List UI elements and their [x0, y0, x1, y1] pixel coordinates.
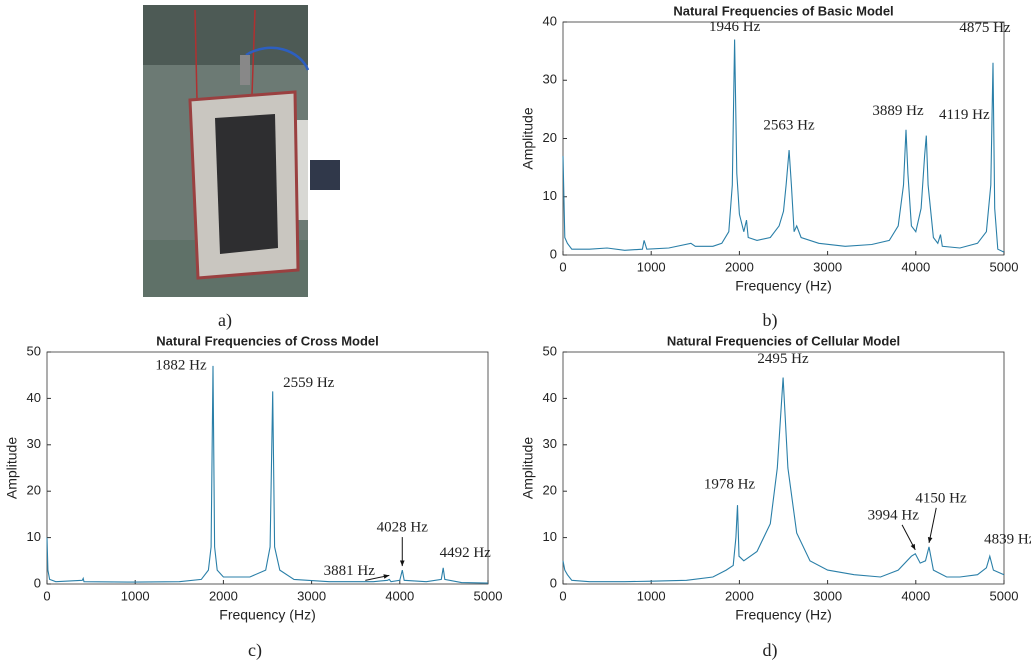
- panel-label: d): [763, 640, 778, 661]
- y-axis-label: Amplitude: [4, 437, 20, 499]
- panel-label: a): [218, 310, 232, 331]
- chart-title: Natural Frequencies of Cellular Model: [667, 333, 900, 348]
- y-tick-label: 0: [34, 575, 41, 590]
- spectrum-line: [562, 377, 1005, 583]
- chart-title: Natural Frequencies of Cross Model: [156, 333, 379, 348]
- peak-label: 4492 Hz: [440, 545, 492, 561]
- x-tick-label: 1000: [637, 588, 666, 603]
- y-axis-label: Amplitude: [520, 437, 536, 499]
- y-tick-label: 0: [550, 246, 557, 261]
- panel-label: c): [248, 640, 262, 661]
- plot-area: [562, 21, 1005, 256]
- y-tick-label: 10: [27, 529, 41, 544]
- x-tick-label: 5000: [990, 259, 1019, 274]
- peak-label: 1882 Hz: [155, 357, 207, 373]
- y-tick-label: 30: [27, 436, 41, 451]
- y-tick-label: 20: [543, 130, 557, 145]
- x-tick-label: 5000: [990, 588, 1019, 603]
- y-tick-label: 40: [543, 13, 557, 28]
- arrow-head: [383, 574, 390, 579]
- y-tick-label: 20: [27, 483, 41, 498]
- y-tick-label: 0: [550, 575, 557, 590]
- arrow-head: [910, 543, 916, 550]
- y-axis-label: Amplitude: [520, 107, 536, 169]
- y-tick-label: 10: [543, 188, 557, 203]
- x-axis-label: Frequency (Hz): [735, 607, 831, 623]
- arrow-head: [927, 536, 933, 543]
- y-tick-label: 40: [543, 390, 557, 405]
- peak-label: 4839 Hz: [984, 532, 1031, 548]
- x-tick-label: 5000: [474, 588, 503, 603]
- peak-label: 2563 Hz: [763, 118, 815, 134]
- x-tick-label: 0: [559, 259, 566, 274]
- plot-area: [46, 351, 489, 585]
- x-tick-label: 2000: [209, 588, 238, 603]
- y-tick-label: 30: [543, 436, 557, 451]
- y-tick-label: 20: [543, 483, 557, 498]
- x-tick-label: 2000: [725, 259, 754, 274]
- peak-label: 4119 Hz: [939, 107, 990, 123]
- x-tick-label: 4000: [901, 588, 930, 603]
- y-tick-label: 10: [543, 529, 557, 544]
- arrow-head: [399, 560, 405, 567]
- x-axis-label: Frequency (Hz): [219, 607, 315, 623]
- peak-label: 4028 Hz: [377, 520, 429, 536]
- spectrum-line: [562, 39, 1005, 253]
- x-tick-label: 4000: [385, 588, 414, 603]
- peak-label: 4150 Hz: [915, 490, 967, 506]
- x-tick-label: 1000: [637, 259, 666, 274]
- x-tick-label: 4000: [901, 259, 930, 274]
- x-axis-label: Frequency (Hz): [735, 278, 831, 294]
- x-tick-label: 2000: [725, 588, 754, 603]
- peak-label: 4875 Hz: [959, 20, 1011, 36]
- photo: [143, 5, 340, 297]
- peak-label: 3994 Hz: [868, 507, 920, 523]
- x-tick-label: 1000: [121, 588, 150, 603]
- peak-label: 1978 Hz: [704, 477, 756, 493]
- y-tick-label: 50: [27, 343, 41, 358]
- peak-label: 3881 Hz: [324, 563, 376, 579]
- chart-title: Natural Frequencies of Basic Model: [673, 3, 893, 18]
- peak-label: 1946 Hz: [709, 19, 761, 35]
- peak-label: 2495 Hz: [757, 351, 809, 367]
- panel-label: b): [763, 310, 778, 331]
- x-tick-label: 0: [43, 588, 50, 603]
- y-tick-label: 40: [27, 390, 41, 405]
- peak-label: 2559 Hz: [283, 375, 335, 391]
- x-tick-label: 3000: [813, 259, 842, 274]
- spectrum-line: [46, 365, 489, 584]
- arrow: [928, 507, 937, 543]
- x-tick-label: 0: [559, 588, 566, 603]
- y-tick-label: 50: [543, 343, 557, 358]
- x-tick-label: 3000: [813, 588, 842, 603]
- x-tick-label: 3000: [297, 588, 326, 603]
- y-tick-label: 30: [543, 72, 557, 87]
- peak-label: 3889 Hz: [872, 103, 924, 119]
